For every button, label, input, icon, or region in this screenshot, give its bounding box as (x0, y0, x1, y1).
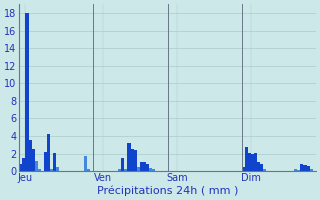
Bar (263, 169, 267, 171)
Bar (300, 164, 303, 171)
Bar (28, 140, 32, 171)
Bar (137, 167, 140, 171)
Bar (310, 169, 313, 171)
Bar (118, 169, 121, 171)
Bar (35, 161, 38, 171)
Bar (152, 169, 155, 171)
Bar (32, 149, 35, 171)
Bar (307, 166, 310, 171)
Bar (134, 150, 137, 171)
Bar (303, 165, 307, 171)
X-axis label: Précipitations 24h ( mm ): Précipitations 24h ( mm ) (97, 185, 238, 196)
Bar (143, 162, 146, 171)
Bar (50, 169, 53, 171)
Bar (44, 152, 47, 171)
Bar (149, 168, 152, 171)
Bar (87, 169, 90, 171)
Bar (53, 153, 56, 171)
Bar (251, 154, 254, 171)
Bar (248, 153, 251, 171)
Bar (254, 153, 257, 171)
Bar (38, 169, 41, 171)
Bar (19, 164, 22, 171)
Bar (84, 156, 87, 171)
Bar (56, 167, 60, 171)
Bar (127, 143, 131, 171)
Bar (297, 170, 300, 171)
Bar (294, 169, 297, 171)
Bar (242, 167, 245, 171)
Bar (26, 13, 28, 171)
Bar (146, 164, 149, 171)
Bar (22, 158, 26, 171)
Bar (140, 162, 143, 171)
Bar (257, 162, 260, 171)
Bar (260, 164, 263, 171)
Bar (121, 158, 124, 171)
Bar (124, 169, 127, 171)
Bar (245, 147, 248, 171)
Bar (131, 149, 134, 171)
Bar (47, 134, 50, 171)
